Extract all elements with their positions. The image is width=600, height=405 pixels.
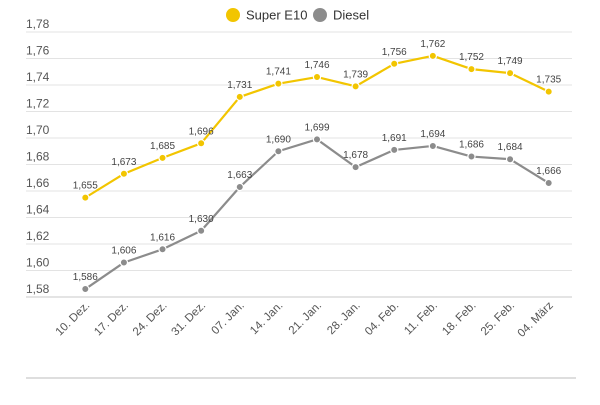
y-tick-label: 1,62 (26, 229, 50, 243)
y-tick-label: 1,64 (26, 203, 50, 217)
data-point (274, 79, 283, 88)
data-label: 1,739 (343, 69, 368, 80)
x-tick-label: 24. Dez. (131, 300, 170, 339)
y-tick-label: 1,58 (26, 282, 50, 296)
data-point (196, 226, 206, 235)
x-tick-label: 04. Feb. (363, 300, 401, 338)
x-tick-label: 10. Dez. (54, 300, 93, 339)
data-point (467, 64, 476, 74)
data-point (196, 139, 206, 148)
data-point (505, 68, 515, 78)
x-tick-label: 11. Feb. (402, 300, 440, 338)
data-point (428, 141, 438, 151)
data-label: 1,746 (304, 60, 329, 71)
y-tick-label: 1,68 (26, 150, 50, 164)
x-tick-label: 07. Jan. (209, 300, 246, 337)
data-label: 1,685 (150, 141, 175, 152)
data-label: 1,678 (343, 150, 368, 161)
y-tick-label: 1,66 (26, 176, 50, 190)
legend-marker (313, 8, 327, 22)
data-point (467, 152, 476, 161)
data-label: 1,673 (111, 157, 136, 168)
x-tick-label: 31. Dez. (170, 300, 209, 339)
x-tick-label: 25. Feb. (479, 300, 517, 338)
x-tick-label: 04. März (516, 299, 556, 339)
series-1: 1,586 1,606 1,616 1,630 1,663 1,690 1,699 1,678… (73, 122, 562, 294)
data-label: 1,749 (498, 56, 523, 67)
data-label: 1,586 (73, 272, 98, 283)
y-tick-label: 1,74 (26, 70, 50, 84)
data-label: 1,694 (420, 129, 445, 140)
data-point (428, 51, 438, 61)
data-point (390, 145, 399, 155)
x-axis: 10. Dez. 17. Dez. 24. Dez. 31. Dez. 07. Jan.… (54, 299, 556, 339)
x-tick-label: 18. Feb. (440, 300, 478, 338)
data-label: 1,684 (498, 142, 523, 153)
legend-label: Diesel (333, 8, 369, 23)
data-point (505, 154, 515, 164)
legend-label: Super E10 (246, 8, 307, 23)
data-label: 1,752 (459, 52, 484, 63)
data-label: 1,630 (189, 214, 214, 225)
data-label: 1,690 (266, 134, 291, 145)
grid-lines (26, 31, 572, 298)
data-point (312, 135, 322, 144)
data-point (235, 182, 244, 192)
legend-marker (226, 8, 240, 22)
y-tick-label: 1,70 (26, 123, 50, 137)
y-tick-label: 1,72 (26, 97, 50, 111)
data-label: 1,663 (227, 170, 252, 181)
x-tick-label: 28. Jan. (325, 300, 362, 337)
data-point (158, 245, 167, 254)
data-label: 1,735 (536, 75, 561, 86)
data-point (119, 169, 129, 178)
data-point (544, 87, 553, 96)
data-label: 1,699 (304, 122, 329, 133)
legend: Super E10 Diesel (226, 8, 369, 23)
data-point (119, 258, 129, 267)
data-label: 1,696 (189, 126, 214, 137)
data-point (235, 92, 244, 102)
data-label: 1,616 (150, 232, 175, 243)
data-label: 1,756 (382, 47, 407, 58)
data-label: 1,655 (73, 181, 98, 192)
data-point (274, 147, 283, 156)
data-point (390, 59, 399, 69)
data-label: 1,691 (382, 133, 407, 144)
data-label: 1,686 (459, 140, 484, 151)
data-label: 1,741 (266, 67, 291, 78)
data-label: 1,666 (536, 166, 561, 177)
x-tick-label: 14. Jan. (248, 300, 285, 337)
y-tick-label: 1,76 (26, 44, 50, 58)
y-tick-label: 1,60 (26, 256, 50, 270)
series-0: 1,655 1,673 1,685 1,696 1,731 1,741 1,746 1,739… (73, 39, 562, 202)
x-tick-label: 21. Jan. (287, 300, 324, 337)
series-group: 1,655 1,673 1,685 1,696 1,731 1,741 1,746 1,739… (73, 39, 562, 294)
data-point (351, 82, 360, 91)
data-point (158, 153, 167, 163)
y-axis: 1,58 1,60 1,62 1,64 1,66 1,68 1,70 1,72 1,74 1,76… (26, 17, 50, 296)
data-label: 1,762 (420, 39, 445, 50)
data-point (351, 162, 360, 172)
y-tick-label: 1,78 (26, 17, 50, 31)
data-label: 1,606 (111, 246, 136, 257)
data-point (312, 72, 322, 82)
data-point (544, 178, 553, 188)
x-tick-label: 17. Dez. (92, 300, 131, 339)
data-point (81, 193, 90, 202)
data-point (81, 284, 90, 294)
data-label: 1,731 (227, 80, 252, 91)
